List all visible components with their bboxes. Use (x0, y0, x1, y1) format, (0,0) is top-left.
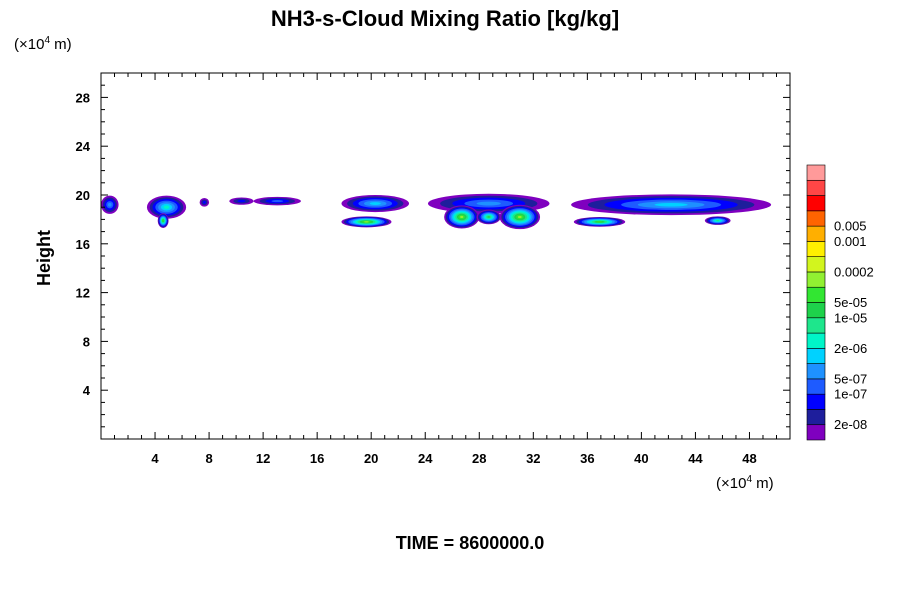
colorbar-label: 5e-07 (834, 371, 867, 386)
colorbar-label: 5e-05 (834, 295, 867, 310)
cloud-region-13 (573, 216, 626, 227)
colorbar-swatch-0 (806, 424, 826, 441)
cloud-region-5 (253, 196, 301, 206)
colorbar-swatch-5 (806, 348, 826, 364)
colorbar-swatch-14 (806, 210, 826, 227)
y-tick-label: 12 (76, 286, 90, 301)
y-tick-label: 20 (76, 188, 90, 203)
y-tick-label: 4 (83, 383, 91, 398)
cloud-level-6 (163, 205, 170, 209)
cloud-level-8 (487, 216, 491, 218)
colorbar-swatch-10 (806, 271, 826, 288)
chart-title: NH3-s-Cloud Mixing Ratio [kg/kg] (271, 6, 619, 31)
colorbar-swatch-7 (806, 317, 826, 334)
cloud-region-7 (341, 216, 392, 228)
y-axis-label: Height (34, 230, 54, 286)
colorbar-swatch-1 (806, 409, 826, 426)
colorbar-swatch-9 (806, 286, 826, 303)
x-tick-label: 4 (151, 451, 159, 466)
colorbar-swatch-17 (806, 164, 826, 181)
y-tick-label: 16 (76, 237, 90, 252)
x-tick-label: 48 (742, 451, 756, 466)
colorbar-swatch-12 (806, 241, 826, 257)
cloud-region-12 (571, 194, 772, 216)
y-tick-label: 24 (76, 139, 91, 154)
colorbar-label: 1e-05 (834, 310, 867, 325)
colorbar-label: 2e-06 (834, 341, 867, 356)
cloud-region-2 (157, 213, 169, 228)
x-tick-label: 16 (310, 451, 324, 466)
colorbar-label: 1e-07 (834, 387, 867, 402)
y-tick-label: 8 (83, 334, 90, 349)
colorbar-label: 0.0002 (834, 264, 874, 279)
cloud-level-10 (364, 221, 369, 223)
cloud-level-2 (237, 199, 246, 203)
y-unit-label: (×104 m) (14, 35, 72, 53)
colorbar-swatch-8 (806, 302, 826, 319)
cloud-level-3 (271, 200, 284, 203)
colorbar-swatch-6 (806, 332, 826, 349)
colorbar-swatch-16 (806, 179, 826, 196)
x-tick-label: 24 (418, 451, 433, 466)
cloud-level-9 (162, 219, 164, 222)
cloud-region-3 (199, 198, 210, 207)
mixing-ratio-field (101, 193, 772, 230)
x-tick-label: 20 (364, 451, 378, 466)
cloud-level-7 (716, 220, 720, 222)
colorbar-swatch-13 (806, 225, 826, 242)
y-tick-label: 28 (76, 90, 90, 105)
cloud-level-5 (654, 203, 688, 207)
cloud-region-14 (704, 216, 731, 225)
cloud-level-9 (596, 221, 603, 223)
colorbar-label: 0.001 (834, 234, 867, 249)
x-tick-label: 12 (256, 451, 270, 466)
colorbar-swatch-15 (806, 195, 826, 212)
colorbar-swatch-4 (806, 363, 826, 380)
x-unit-label: (×104 m) (716, 474, 774, 492)
x-tick-label: 44 (688, 451, 703, 466)
cloud-region-4 (229, 197, 254, 205)
cloud-region-10 (499, 204, 541, 230)
x-tick-label: 32 (526, 451, 540, 466)
cloud-region-1 (146, 195, 187, 219)
cloud-level-4 (476, 201, 501, 206)
cloud-level-4 (108, 202, 112, 207)
x-tick-label: 8 (205, 451, 212, 466)
colorbar-label: 2e-08 (834, 417, 867, 432)
time-label: TIME = 8600000.0 (396, 533, 545, 553)
cloud-region-9 (444, 205, 480, 229)
cloud-level-10 (517, 215, 522, 219)
x-tick-label: 40 (634, 451, 648, 466)
cloud-region-6 (341, 195, 410, 213)
colorbar-swatch-11 (806, 256, 826, 273)
x-tick-label: 36 (580, 451, 594, 466)
cloud-region-11 (476, 209, 501, 225)
plot-frame (100, 72, 791, 440)
cloud-level-5 (369, 202, 381, 205)
colorbar-swatch-2 (806, 393, 826, 410)
cloud-region-0 (101, 195, 119, 214)
cloud-level-10 (460, 215, 464, 219)
colorbar-label: 0.005 (834, 219, 867, 234)
cloud-level-2 (202, 200, 206, 204)
colorbar-swatch-3 (806, 378, 826, 395)
x-tick-label: 28 (472, 451, 486, 466)
